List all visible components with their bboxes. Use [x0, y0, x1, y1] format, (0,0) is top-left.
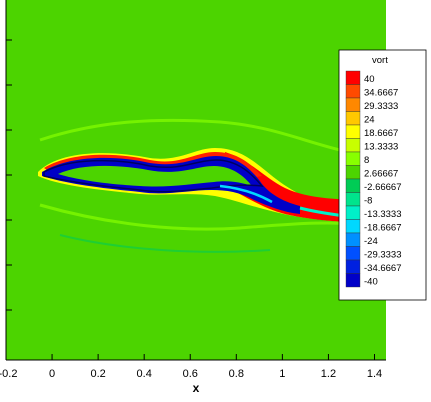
x-ticks: -0.2 0 0.2 0.4 0.6 0.8 1 1.2 1.4: [0, 354, 382, 380]
legend-swatch: [345, 273, 361, 288]
legend-swatch: [345, 138, 361, 153]
inner-core: [58, 165, 252, 187]
x-tick-label: 0: [49, 368, 55, 380]
legend-label: 8: [364, 155, 369, 166]
lower-wake-band-2: [59, 234, 271, 253]
legend-swatch: [345, 205, 361, 220]
legend-label: -8: [364, 195, 372, 206]
legend-label: 24: [364, 114, 375, 125]
upper-wake-band: [39, 118, 341, 152]
x-tick-label: 0.2: [90, 368, 105, 380]
legend-label: 13.3333: [364, 141, 398, 152]
legend-label: 40: [364, 74, 375, 85]
x-tick-label: 0.6: [183, 368, 198, 380]
legend-swatch: [345, 232, 361, 247]
cyan-highlight: [219, 184, 273, 204]
legend-swatch: [345, 246, 361, 261]
legend-label: 2.66667: [364, 168, 398, 179]
legend-swatch: [345, 259, 361, 274]
legend-label: -34.6667: [364, 263, 402, 274]
legend-label: 18.6667: [364, 128, 398, 139]
legend-swatch: [345, 151, 361, 166]
legend-swatch: [345, 192, 361, 207]
x-tick-label: 0.4: [137, 368, 152, 380]
x-tick-label: 1.2: [321, 368, 336, 380]
foil-outline: [43, 159, 264, 193]
legend-label: -2.66667: [364, 182, 402, 193]
legend-swatch: [345, 165, 361, 180]
x-tick-label: 0.8: [229, 368, 244, 380]
legend-swatch: [345, 70, 361, 85]
legend-label: -40: [364, 276, 378, 287]
legend-swatch: [345, 219, 361, 234]
legend-label: -13.3333: [364, 209, 402, 220]
vorticity-field: [6, 0, 386, 360]
legend-label: -18.6667: [364, 222, 402, 233]
legend-label: -29.3333: [364, 249, 402, 260]
legend-label: -24: [364, 236, 378, 247]
x-tick-label: 1.4: [367, 368, 382, 380]
legend-label: 29.3333: [364, 101, 398, 112]
lower-wake-band: [39, 203, 381, 231]
x-tick-label: -0.2: [0, 368, 17, 380]
legend: vort 40 34.6667 29.3333 24 18.6667 13.3333 8 2.…: [338, 49, 427, 301]
legend-swatch: [345, 111, 361, 126]
y-ticks: [6, 39, 12, 311]
legend-swatch: [345, 97, 361, 112]
legend-swatch: [345, 124, 361, 139]
legend-title: vort: [372, 55, 388, 66]
legend-swatch: [345, 178, 361, 193]
x-tick-label: 1: [279, 368, 285, 380]
legend-label: 34.6667: [364, 87, 398, 98]
x-axis-title: x: [193, 381, 200, 395]
legend-swatch: [345, 84, 361, 99]
